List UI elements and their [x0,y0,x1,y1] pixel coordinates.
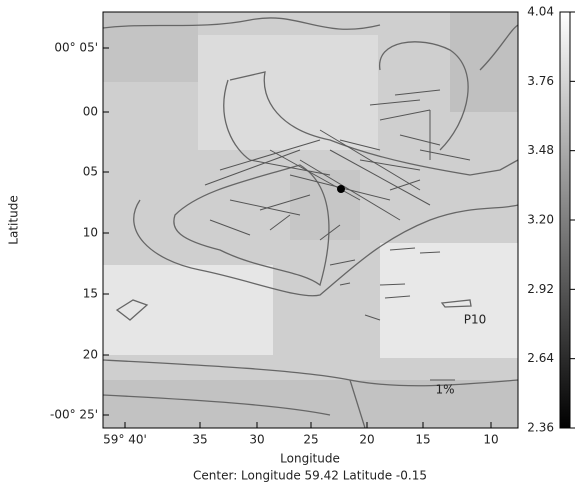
x-tick-label: 25 [303,433,318,447]
colorbar-tick-label: 2.36 [527,421,554,435]
y-tick-label: -00° 25' [50,408,98,422]
colorbar-tick-label: 3.48 [527,143,554,157]
colorbar-tick-label: 4.04 [527,5,554,19]
site-label: P10 [464,313,487,327]
colorbar-tick-label: 2.64 [527,351,554,365]
colorbar [559,11,571,429]
map-field [103,12,518,428]
colorbar-tick-label: 2.92 [527,282,554,296]
x-tick-label: 10 [483,433,498,447]
x-axis-label: Longitude [280,452,340,466]
colorbar-tick-label: 3.76 [527,74,554,88]
x-tick-label: 15 [415,433,430,447]
x-tick-label: 20 [359,433,374,447]
y-tick-label: 20 [83,348,98,362]
vector-sticks [204,89,471,381]
y-tick-label: 00 [83,105,98,119]
x-tick-label: 59° 40' [103,433,147,447]
x-tick-label: 35 [192,433,207,447]
y-tick-label: 10 [83,226,98,240]
y-tick-label: 00° 05' [54,41,98,55]
colorbar-tick-label: 3.20 [527,213,554,227]
scale-label: 1% [435,383,454,397]
y-tick-label: 05 [83,165,98,179]
footer: Center: Longitude 59.42 Latitude -0.15 [193,469,427,483]
x-tick-label: 30 [249,433,264,447]
y-tick-label: 15 [83,287,98,301]
y-axis-label: Latitude [7,195,21,244]
